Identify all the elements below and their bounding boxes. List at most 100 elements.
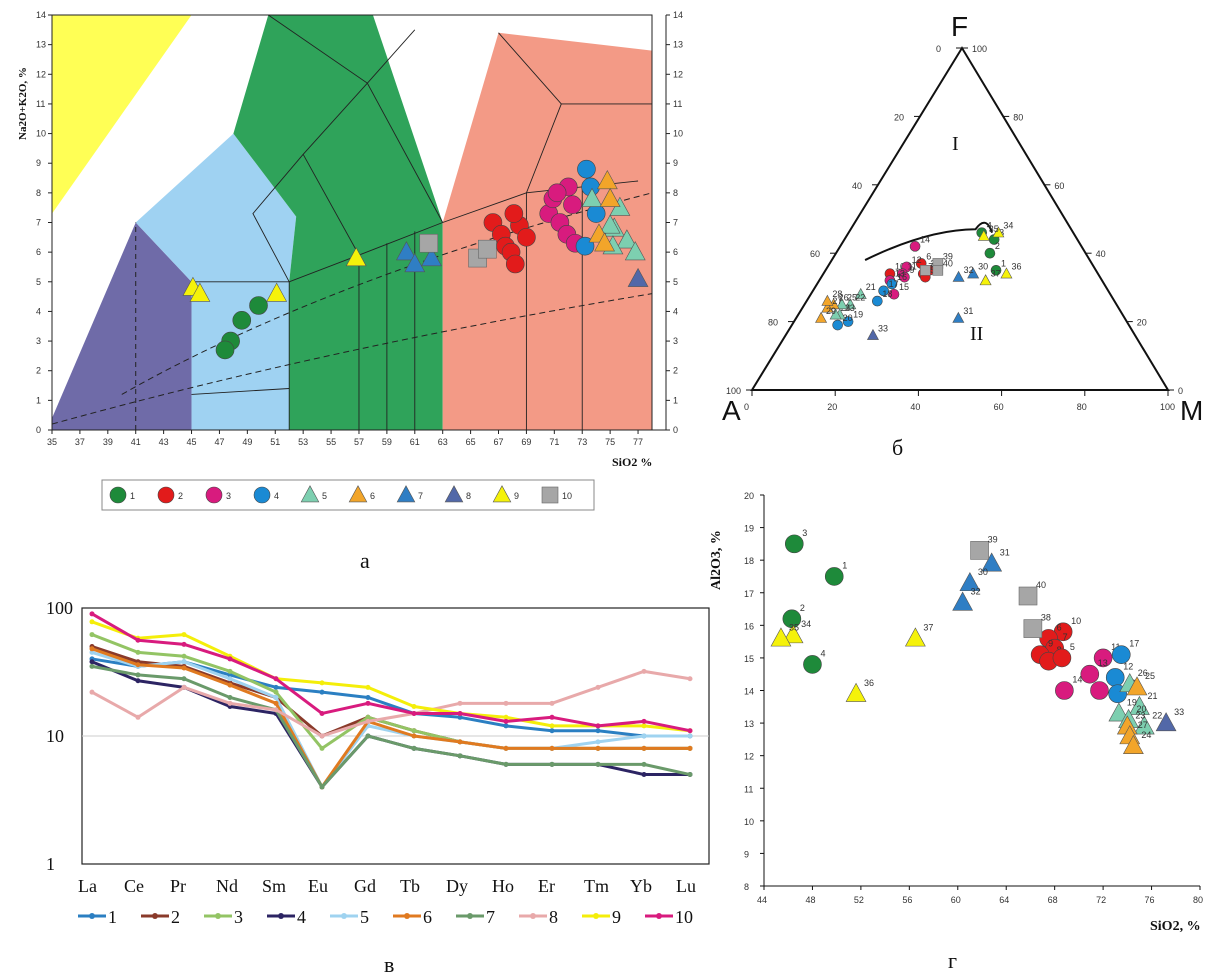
ree-y-tick-label: 100 xyxy=(46,598,73,618)
legend-label-9: 9 xyxy=(514,491,519,501)
x-tick-label: 65 xyxy=(466,437,476,447)
ree-point-10 xyxy=(89,611,95,617)
harker-point-25 xyxy=(1126,676,1148,696)
harker-point-label: 26 xyxy=(1138,668,1148,678)
x-tick-label: 73 xyxy=(577,437,587,447)
bottom-tick-label: 80 xyxy=(1077,402,1087,412)
harker-point-38 xyxy=(1023,619,1043,638)
harker-y-label: Al2O3, % xyxy=(709,530,724,590)
field-salmon xyxy=(442,32,652,431)
x-tick-label: 39 xyxy=(103,437,113,447)
bottom-tick-label: 100 xyxy=(1160,402,1175,412)
x-tick-label: 77 xyxy=(633,437,643,447)
harker-y-tick-label: 20 xyxy=(744,491,754,501)
ree-point-10 xyxy=(319,710,325,716)
y-tick-label: 11 xyxy=(36,99,45,109)
ree-point-1 xyxy=(595,728,601,734)
field-yellow xyxy=(52,15,192,214)
ree-point-8 xyxy=(181,684,187,690)
ree-point-3 xyxy=(365,714,371,720)
legend-marker-2 xyxy=(157,486,175,504)
legend-label-8: 8 xyxy=(466,491,471,501)
ternary-point-36 xyxy=(1000,267,1013,279)
x-tick-label: 69 xyxy=(521,437,531,447)
ree-point-9 xyxy=(365,684,371,690)
y2-tick-label: 12 xyxy=(673,69,683,79)
field-green xyxy=(233,15,443,430)
panel-label-a: а xyxy=(360,548,370,573)
y-tick-label: 6 xyxy=(36,247,41,257)
ree-line-7 xyxy=(91,664,691,789)
ree-legend-label-2: 2 xyxy=(171,907,180,927)
ternary-point-37 xyxy=(979,274,992,286)
harker-y-tick-label: 9 xyxy=(744,849,749,859)
ree-point-6 xyxy=(503,745,509,751)
ree-point-9 xyxy=(641,723,647,729)
tas-point-series-10 xyxy=(419,233,439,253)
harker-x-tick-label: 72 xyxy=(1096,895,1106,905)
harker-point-label: 24 xyxy=(1141,730,1151,740)
y2-tick-label: 10 xyxy=(673,129,683,139)
panel-label-b: б xyxy=(892,435,903,460)
x-tick-label: 63 xyxy=(438,437,448,447)
ree-line-10 xyxy=(91,612,691,733)
ree-legend-label-6: 6 xyxy=(423,907,432,927)
alkaline-divider-lower xyxy=(51,293,653,425)
tas-x-label: SiO2 % xyxy=(612,455,652,469)
ternary-point-28 xyxy=(821,294,834,306)
ree-point-10 xyxy=(135,637,141,643)
field-purple xyxy=(52,222,192,430)
bottom-tick-label: 40 xyxy=(910,402,920,412)
ree-point-6 xyxy=(457,739,463,745)
ternary-point-label: 17 xyxy=(889,279,899,289)
ternary-point-label: 13 xyxy=(895,269,905,279)
harker-y-tick-label: 15 xyxy=(744,654,754,664)
ternary-point-label: 36 xyxy=(1011,262,1021,272)
ree-x-tick-label: Sm xyxy=(262,876,286,896)
ree-point-3 xyxy=(89,632,95,638)
ternary-point-label: 28 xyxy=(832,289,842,299)
harker-point-37 xyxy=(904,627,926,647)
ree-point-8 xyxy=(595,684,601,690)
harker-y-tick-label: 17 xyxy=(744,589,754,599)
harker-x-label: SiO2, % xyxy=(1150,919,1201,934)
ternary-triangle xyxy=(750,46,1170,391)
ree-legend-marker-10 xyxy=(656,913,662,919)
left-tick-label: 0 xyxy=(936,44,941,54)
x-tick-label: 53 xyxy=(298,437,308,447)
ree-point-6 xyxy=(687,745,693,751)
left-tick-label: 100 xyxy=(726,386,741,396)
ree-x-tick-label: Ce xyxy=(124,876,144,896)
harker-point-12 xyxy=(1105,668,1125,687)
ree-point-9 xyxy=(89,619,95,625)
tas-point-series-6 xyxy=(596,170,618,190)
ree-point-5 xyxy=(227,676,233,682)
ternary-point-label: 15 xyxy=(899,282,909,292)
ree-point-7 xyxy=(457,753,463,759)
ree-point-10 xyxy=(365,700,371,706)
ternary-point-40 xyxy=(932,264,944,276)
ternary-point-34 xyxy=(992,226,1005,238)
ternary-point-29 xyxy=(815,311,828,323)
harker-point-label: 21 xyxy=(1147,691,1157,701)
tas-legend: 1 2 3 4 5 6 7 8 9 10 xyxy=(109,485,572,504)
ree-point-9 xyxy=(319,680,325,686)
ree-point-4 xyxy=(135,678,141,684)
ree-x-tick-label: Lu xyxy=(676,876,696,896)
x-tick-label: 59 xyxy=(382,437,392,447)
ree-point-10 xyxy=(595,723,601,729)
harker-point-label: 19 xyxy=(1127,697,1137,707)
tas-point-series-6 xyxy=(594,232,615,252)
legend-marker-8 xyxy=(444,485,464,503)
ternary-point-label: 40 xyxy=(943,258,953,268)
ternary-point-label: 30 xyxy=(978,262,988,272)
bottom-tick-label: 20 xyxy=(827,402,837,412)
right-tick-label: 0 xyxy=(1178,386,1183,396)
ree-point-8 xyxy=(227,700,233,706)
tas-point-series-9 xyxy=(266,282,288,302)
legend-marker-7 xyxy=(396,485,416,503)
harker-point-label: 36 xyxy=(864,678,874,688)
y2-tick-label: 8 xyxy=(673,188,678,198)
ree-point-6 xyxy=(89,646,95,652)
